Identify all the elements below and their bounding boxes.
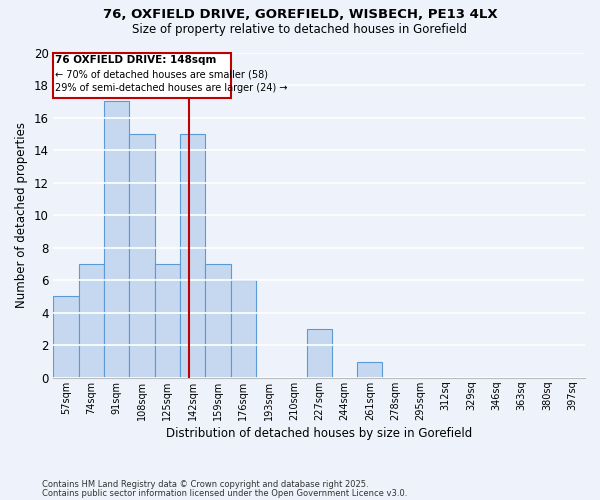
Text: 29% of semi-detached houses are larger (24) →: 29% of semi-detached houses are larger (…: [55, 84, 287, 94]
FancyBboxPatch shape: [53, 52, 230, 98]
Bar: [230, 280, 256, 378]
X-axis label: Distribution of detached houses by size in Gorefield: Distribution of detached houses by size …: [166, 427, 472, 440]
Bar: [104, 102, 130, 378]
Bar: [53, 296, 79, 378]
Bar: [180, 134, 205, 378]
Bar: [357, 362, 382, 378]
Bar: [155, 264, 180, 378]
Text: Size of property relative to detached houses in Gorefield: Size of property relative to detached ho…: [133, 22, 467, 36]
Text: 76, OXFIELD DRIVE, GOREFIELD, WISBECH, PE13 4LX: 76, OXFIELD DRIVE, GOREFIELD, WISBECH, P…: [103, 8, 497, 20]
Text: Contains public sector information licensed under the Open Government Licence v3: Contains public sector information licen…: [42, 489, 407, 498]
Bar: [130, 134, 155, 378]
Bar: [205, 264, 230, 378]
Bar: [307, 329, 332, 378]
Bar: [79, 264, 104, 378]
Y-axis label: Number of detached properties: Number of detached properties: [15, 122, 28, 308]
Text: ← 70% of detached houses are smaller (58): ← 70% of detached houses are smaller (58…: [55, 69, 268, 79]
Text: Contains HM Land Registry data © Crown copyright and database right 2025.: Contains HM Land Registry data © Crown c…: [42, 480, 368, 489]
Text: 76 OXFIELD DRIVE: 148sqm: 76 OXFIELD DRIVE: 148sqm: [55, 55, 216, 65]
